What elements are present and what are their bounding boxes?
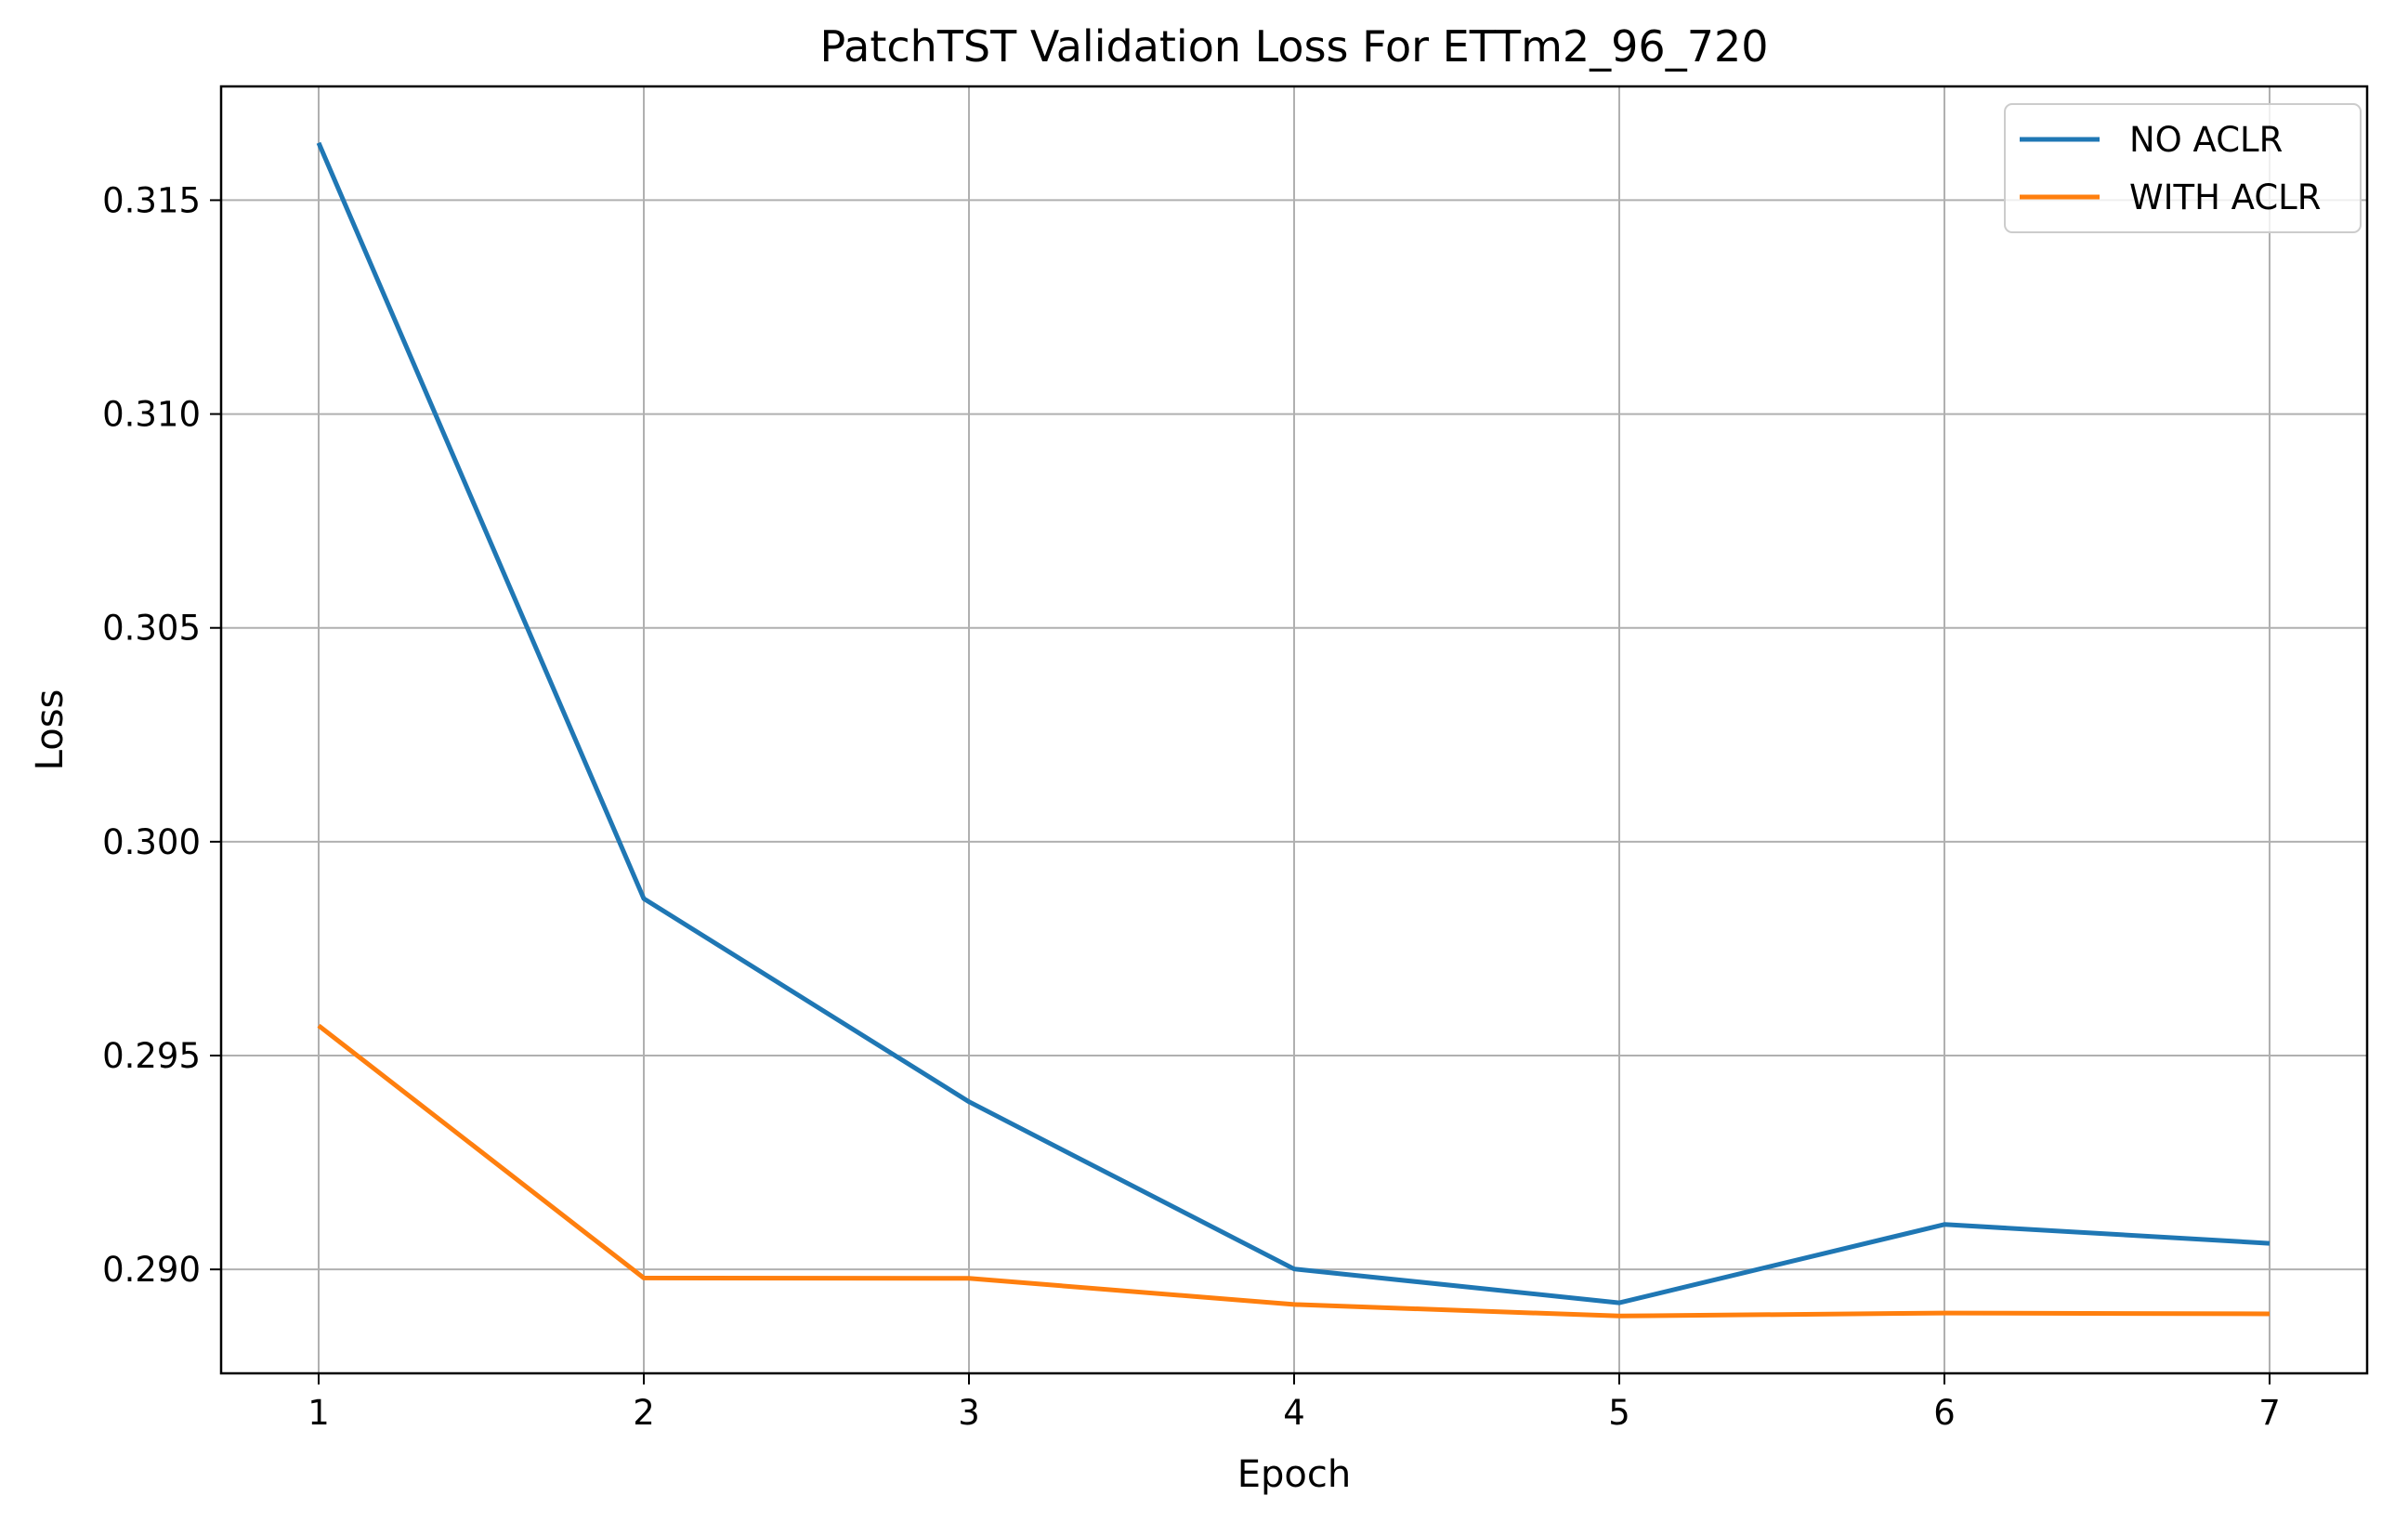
x-tick-label: 3 (958, 1393, 980, 1433)
legend-label-2: WITH ACLR (2129, 177, 2322, 217)
x-tick-label: 2 (633, 1393, 655, 1433)
x-tick-label: 4 (1283, 1393, 1305, 1433)
series-line-2 (317, 1023, 2271, 1319)
y-tick-label: 0.300 (102, 822, 201, 862)
y-tick-label: 0.315 (102, 180, 201, 220)
x-tick-label: 7 (2258, 1393, 2281, 1433)
legend-box (2004, 103, 2362, 233)
y-tick-label: 0.305 (102, 609, 201, 649)
y-tick-label: 0.295 (102, 1036, 201, 1076)
y-tick-label: 0.310 (102, 395, 201, 435)
x-tick-label: 6 (1933, 1393, 1956, 1433)
x-tick-label: 5 (1608, 1393, 1630, 1433)
legend: NO ACLR WITH ACLR (2004, 103, 2362, 233)
series-lines (316, 141, 2271, 1319)
y-axis-title: Loss (29, 689, 72, 771)
chart-title: PatchTST Validation Loss For ETTm2_96_72… (819, 21, 1768, 72)
x-tick-label: 1 (308, 1393, 330, 1433)
legend-label-1: NO ACLR (2129, 120, 2283, 160)
axis-ticks: 1 2 3 4 5 6 7 0.290 0.295 0.300 0.305 0.310 0.315 (102, 180, 2281, 1433)
grid (221, 86, 2367, 1373)
series-line-1 (316, 141, 2271, 1306)
x-axis-title: Epoch (1237, 1453, 1351, 1496)
y-tick-label: 0.290 (102, 1250, 201, 1290)
